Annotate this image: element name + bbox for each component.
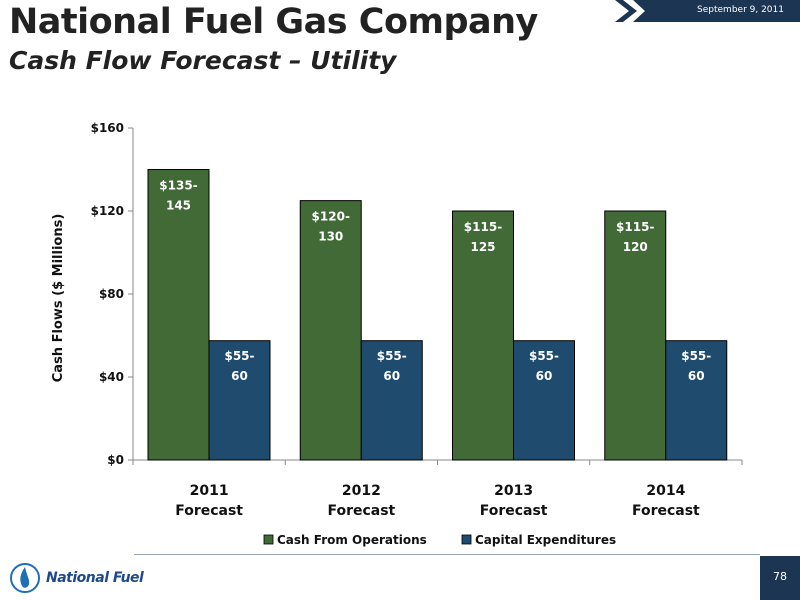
- bar-capex: [208, 340, 271, 461]
- y-tick-label: $120: [91, 204, 124, 218]
- page-title: National Fuel Gas Company: [9, 2, 538, 42]
- company-logo: National Fuel: [8, 562, 148, 594]
- data-label: 120: [623, 240, 648, 254]
- legend-swatch: [263, 534, 274, 545]
- legend-label: Capital Expenditures: [475, 533, 616, 547]
- y-tick-label: $0: [107, 453, 124, 467]
- data-label: 60: [231, 369, 248, 383]
- page-subtitle: Cash Flow Forecast – Utility: [9, 46, 397, 75]
- bar-operations: [452, 210, 514, 461]
- legend-label: Cash From Operations: [277, 533, 427, 547]
- data-label: $115-: [616, 220, 654, 234]
- flame-logo-icon: [10, 563, 40, 593]
- date-banner: September 9, 2011: [615, 0, 800, 22]
- x-tick-label: 2012: [342, 483, 381, 499]
- data-label: $55-: [377, 349, 407, 363]
- x-tick-label: Forecast: [632, 503, 700, 519]
- y-tick-label: $80: [99, 287, 124, 301]
- data-label: 125: [470, 240, 495, 254]
- data-label: $115-: [464, 220, 502, 234]
- y-axis-title: Cash Flows ($ Millions): [51, 214, 66, 383]
- y-tick-label: $40: [99, 370, 124, 384]
- y-tick-label: $160: [91, 121, 124, 135]
- bar-capex: [665, 340, 728, 461]
- bar-capex: [360, 340, 423, 461]
- data-label: $55-: [681, 349, 711, 363]
- legend-swatch: [461, 534, 472, 545]
- data-label: $55-: [224, 349, 254, 363]
- data-label: $55-: [529, 349, 559, 363]
- page-number: 78: [773, 570, 787, 583]
- bar-operations: [299, 200, 362, 461]
- data-label: 145: [166, 199, 191, 213]
- banner-chevron-icon: [615, 0, 800, 22]
- page-number-box: 78: [760, 556, 800, 600]
- bar-operations: [604, 210, 667, 461]
- data-label: 60: [383, 369, 400, 383]
- data-label: $120-: [312, 210, 350, 224]
- x-tick-label: 2011: [190, 483, 229, 499]
- x-tick-label: Forecast: [175, 503, 243, 519]
- x-tick-label: 2014: [646, 483, 685, 499]
- data-label: 60: [688, 369, 705, 383]
- footer-divider: [134, 554, 760, 555]
- logo-text: National Fuel: [46, 570, 144, 586]
- bar-capex: [513, 340, 575, 461]
- date-label: September 9, 2011: [697, 5, 784, 15]
- x-tick-label: Forecast: [327, 503, 395, 519]
- x-tick-label: 2013: [494, 483, 533, 499]
- data-label: $135-: [159, 179, 197, 193]
- x-tick-label: Forecast: [480, 503, 548, 519]
- bar-chart: $0 $40 $80 $120 $160 Cash Flows ($ Millions) $…: [51, 121, 743, 547]
- bar-operations: [147, 169, 210, 461]
- data-label: 60: [536, 369, 553, 383]
- data-label: 130: [318, 230, 343, 244]
